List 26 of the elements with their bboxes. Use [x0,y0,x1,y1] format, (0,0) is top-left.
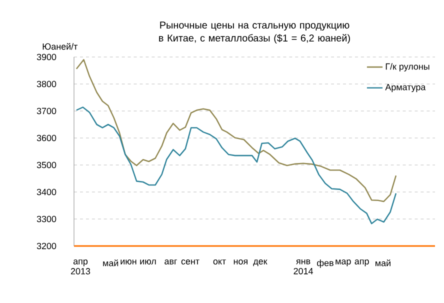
x-tick-label: июл [140,260,156,264]
x-tick-label: авг [164,260,178,264]
x-tick-label: мар [336,260,351,266]
x-tick-label: апр [354,260,369,266]
legend-label: Арматура [385,84,426,92]
chart-title: Рыночные цены на стальную продукцию в Китае, с металлобазы ($1 = 6,2 юаней) [159,22,350,44]
y-tick-label: 3300 [36,216,56,222]
legend-label: Г/к рулоны [386,63,430,72]
x-tick-label: май [376,260,390,266]
x-tick-label: июн [120,260,136,264]
y-tick-label: 3800 [36,80,56,88]
x-tick-label: дек [253,260,268,266]
y-tick-label: 3200 [36,242,56,250]
x-tick-label: ноя [234,260,248,264]
y-tick-label: 3600 [36,134,56,142]
x-tick-label: янв 2014 [294,260,313,274]
x-tick-label: апр 2013 [70,260,90,274]
y-axis-title: Юаней/т [42,42,78,50]
x-tick-label: май [103,260,118,266]
x-tick-label: сент [181,260,200,264]
x-tick-label: фев [317,260,334,268]
x-tick-label: окт [213,260,226,264]
y-tick-label: 3500 [36,162,56,168]
y-tick-label: 3900 [36,54,56,60]
y-tick-label: 3700 [36,108,56,114]
y-tick-label: 3400 [36,188,56,196]
